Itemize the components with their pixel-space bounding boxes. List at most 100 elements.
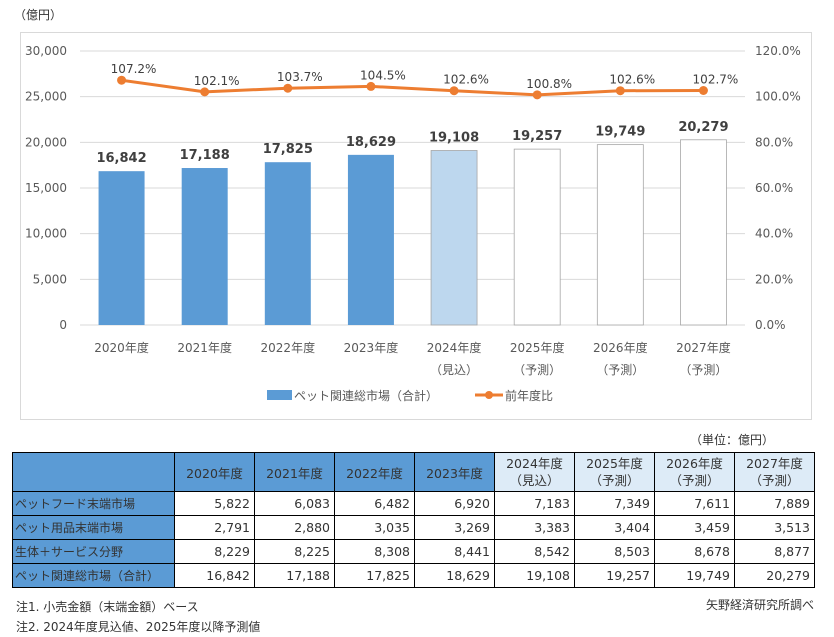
line-value-label: 104.5% <box>360 68 406 82</box>
row-label: ペット関連総市場（合計） <box>12 563 175 588</box>
table-cell: 3,459 <box>654 515 735 540</box>
bar <box>513 148 561 326</box>
column-header: 2020年度 <box>174 452 255 492</box>
bar <box>596 144 644 326</box>
table-cell: 7,611 <box>654 491 735 516</box>
bar-value-label: 18,629 <box>346 135 396 150</box>
table-cell: 6,482 <box>334 491 415 516</box>
bar-value-label: 17,188 <box>180 148 230 163</box>
line-value-label: 102.6% <box>443 73 489 87</box>
table-cell: 8,441 <box>414 539 495 564</box>
table-cell: 8,308 <box>334 539 415 564</box>
right-tick-label: 80.0% <box>755 135 793 149</box>
column-header: 2022年度 <box>334 452 415 492</box>
table-cell: 17,825 <box>334 563 415 588</box>
bar-value-label: 19,257 <box>512 129 562 144</box>
column-header: 2024年度 （見込） <box>494 452 575 492</box>
table-row: ペット用品末端市場 2,791 2,880 3,035 3,269 3,383 3,404 3… <box>12 515 815 540</box>
legend-bar-swatch <box>267 390 292 400</box>
right-tick-label: 20.0% <box>755 272 793 286</box>
table-cell: 17,188 <box>254 563 335 588</box>
table-cell: 8,678 <box>654 539 735 564</box>
row-label: 生体＋サービス分野 <box>12 539 175 564</box>
line-point <box>117 75 127 85</box>
legend-line-marker <box>485 391 493 399</box>
line-value-label: 102.6% <box>609 73 655 87</box>
table-cell: 19,108 <box>494 563 575 588</box>
left-tick-label: 30,000 <box>25 44 67 58</box>
line-point <box>615 86 625 96</box>
table-cell: 3,404 <box>574 515 655 540</box>
legend-bar-label: ペット関連総市場（合計） <box>294 388 438 403</box>
bar <box>347 154 394 325</box>
column-header: 2026年度 （予測） <box>654 452 735 492</box>
line-point <box>532 90 542 100</box>
category-label: 2027年度 <box>676 340 731 355</box>
left-tick-label: 20,000 <box>25 135 67 149</box>
table-cell: 7,183 <box>494 491 575 516</box>
column-header: 2023年度 <box>414 452 495 492</box>
left-tick-label: 25,000 <box>25 90 67 104</box>
category-label: （予測） <box>513 363 561 377</box>
table-cell: 8,542 <box>494 539 575 564</box>
header-corner <box>12 452 175 492</box>
legend-line-label: 前年度比 <box>505 388 553 403</box>
table-cell: 6,083 <box>254 491 335 516</box>
bar-value-label: 20,279 <box>678 120 728 135</box>
table-cell: 3,513 <box>734 515 815 540</box>
data-table: 2020年度 2021年度 2022年度 2023年度 2024年度 （見込） 2025年度… <box>12 452 815 588</box>
left-tick-label: 15,000 <box>25 181 67 195</box>
line-point <box>698 86 708 96</box>
table-cell: 3,035 <box>334 515 415 540</box>
bar-value-label: 19,749 <box>595 125 645 140</box>
table-cell: 19,749 <box>654 563 735 588</box>
line-point <box>200 87 210 97</box>
line-point <box>283 83 293 93</box>
line-point <box>449 86 459 96</box>
table-header-row: 2020年度 2021年度 2022年度 2023年度 2024年度 （見込） 2025年度… <box>12 452 815 492</box>
table-row: 生体＋サービス分野 8,229 8,225 8,308 8,441 8,542 8,503 8… <box>12 539 815 564</box>
source-label: 矢野経済研究所調べ <box>705 598 814 612</box>
note-2: 注2. 2024年度見込値、2025年度以降予測値 <box>16 620 261 634</box>
left-tick-label: 0 <box>59 318 67 332</box>
yoy-line <box>121 78 704 97</box>
table-cell: 7,889 <box>734 491 815 516</box>
bar-value-label: 17,825 <box>263 142 313 157</box>
table-cell: 20,279 <box>734 563 815 588</box>
bar <box>98 171 145 325</box>
table-cell: 3,269 <box>414 515 495 540</box>
table-cell: 2,791 <box>174 515 255 540</box>
right-tick-label: 40.0% <box>755 227 793 241</box>
table-cell: 5,822 <box>174 491 255 516</box>
left-tick-label: 10,000 <box>25 227 67 241</box>
line-value-label: 107.2% <box>111 62 157 76</box>
table-cell: 8,503 <box>574 539 655 564</box>
line-value-label: 102.1% <box>194 74 240 88</box>
table-cell: 8,877 <box>734 539 815 564</box>
category-label: 2020年度 <box>94 340 149 355</box>
bar <box>264 162 311 325</box>
bar-value-label: 19,108 <box>429 130 479 145</box>
category-label: （見込） <box>430 363 478 377</box>
table-row: ペット関連総市場（合計） 16,842 17,188 17,825 18,629 19,1… <box>12 563 815 588</box>
table-cell: 19,257 <box>574 563 655 588</box>
note-1: 注1. 小売金額（末端金額）ベース <box>16 600 199 614</box>
category-label: （予測） <box>679 363 727 377</box>
row-label: ペット用品末端市場 <box>12 515 175 540</box>
table-cell: 18,629 <box>414 563 495 588</box>
chart-unit-label: （億円） <box>14 8 63 22</box>
column-header: 2027年度 （予測） <box>734 452 815 492</box>
category-label: 2025年度 <box>510 340 565 355</box>
column-header: 2025年度 （予測） <box>574 452 655 492</box>
bar-value-label: 16,842 <box>96 151 146 166</box>
table-cell: 2,880 <box>254 515 335 540</box>
left-tick-label: 5,000 <box>33 272 67 286</box>
right-tick-label: 120.0% <box>755 44 801 58</box>
table-unit-label: （単位：億円） <box>689 433 774 447</box>
row-label: ペットフード末端市場 <box>12 491 175 516</box>
line-value-label: 103.7% <box>277 70 323 84</box>
bar <box>181 168 228 325</box>
right-tick-label: 100.0% <box>755 90 801 104</box>
table-cell: 8,229 <box>174 539 255 564</box>
category-label: 2022年度 <box>261 340 316 355</box>
